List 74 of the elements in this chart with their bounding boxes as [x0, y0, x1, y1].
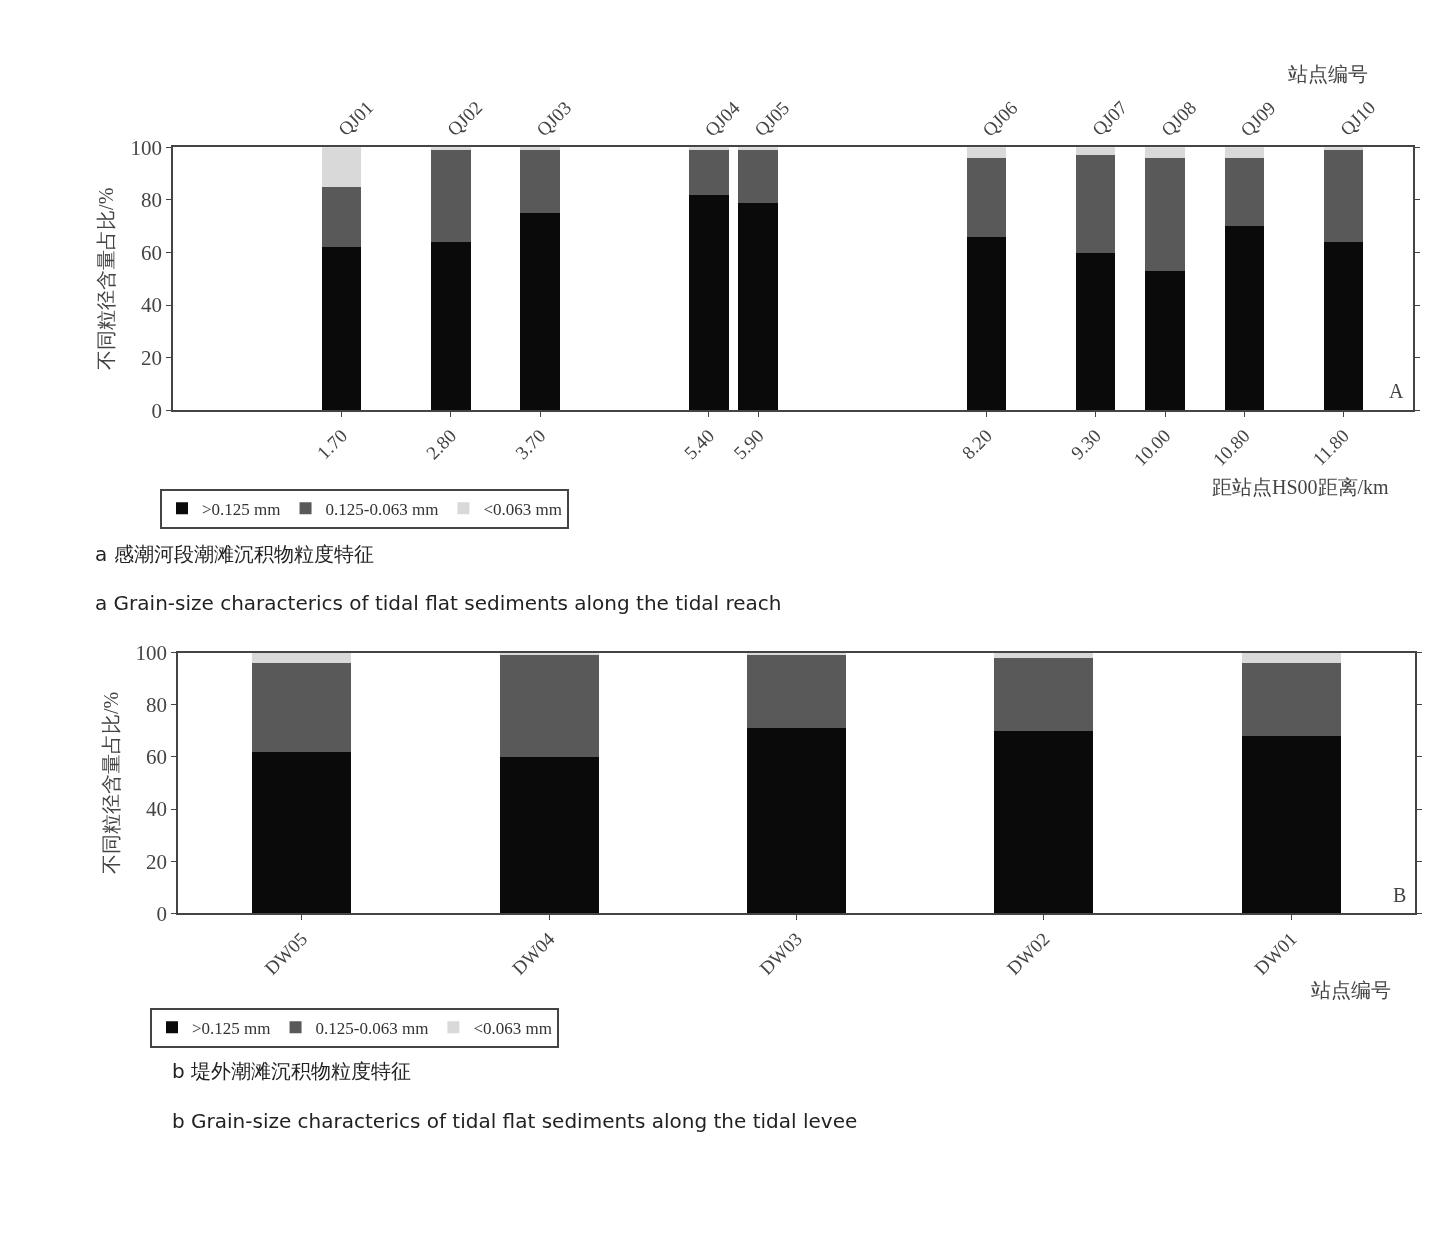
bar: [1241, 662, 1341, 737]
x-tick-label: 3.70: [511, 424, 550, 464]
bar: [1145, 270, 1185, 411]
legend-label: >0.125 mm: [202, 499, 281, 519]
text: b Grain-size characterics of tidal flat sediments along the tidal levee: [172, 1109, 858, 1133]
bar: [966, 147, 1007, 158]
bar: [1323, 149, 1364, 242]
x-axis-title: 站点编号: [1311, 979, 1391, 1001]
y-tick-label: 0: [156, 901, 168, 926]
x-tick-label: 5.90: [729, 424, 768, 464]
bar: [252, 662, 352, 752]
bar: [688, 194, 729, 411]
bar: [1145, 147, 1185, 158]
legend-label: <0.063 mm: [473, 1018, 552, 1038]
bar: [430, 149, 471, 242]
annotation: B: [1393, 884, 1407, 906]
bar: [1241, 736, 1341, 914]
bar: [738, 202, 779, 411]
y-tick-label: 0: [151, 398, 163, 423]
bar: [1145, 157, 1185, 271]
bar: [430, 242, 471, 411]
y-axis-title: 不同粒径含量占比/%: [94, 187, 117, 370]
bar: [966, 236, 1007, 411]
y-tick-label: 80: [146, 693, 168, 718]
bar: [499, 756, 599, 914]
bar: [321, 186, 362, 248]
bar: [994, 652, 1094, 658]
bar: [1224, 226, 1265, 411]
y-tick-label: 40: [141, 293, 163, 318]
bar: [1224, 157, 1265, 227]
annotation: QJ01: [334, 96, 378, 140]
y-tick-label: 100: [130, 135, 163, 160]
x-tick-label: 8.20: [957, 424, 996, 464]
bar: [738, 149, 779, 203]
x-tick-label: 1.70: [312, 424, 352, 464]
y-tick-label: 20: [146, 849, 168, 874]
y-tick-label: 60: [146, 745, 168, 770]
bar: [321, 247, 362, 411]
text: a Grain-size characterics of tidal flat sediments along the tidal reach: [95, 591, 782, 615]
bar: [520, 149, 560, 214]
text: 站点编号: [1288, 63, 1368, 85]
legend-label: <0.063 mm: [483, 499, 562, 519]
x-tick-label: 9.30: [1066, 424, 1106, 464]
x-axis-title: 距站点HS00距离/km: [1212, 476, 1390, 498]
bar: [747, 728, 846, 914]
bar: [520, 213, 560, 411]
bar: [1241, 652, 1341, 663]
legend-label: 0.125-0.063 mm: [315, 1018, 429, 1038]
y-tick-label: 60: [141, 240, 163, 265]
bar: [966, 157, 1007, 237]
y-tick-label: 40: [146, 797, 168, 822]
bar: [688, 149, 729, 195]
bar: [499, 655, 599, 757]
y-tick-label: 80: [141, 188, 163, 213]
x-tick-label: 5.40: [679, 424, 719, 464]
bar: [321, 147, 362, 187]
bar: [1323, 242, 1364, 411]
y-tick-label: 100: [135, 640, 168, 665]
bar: [747, 655, 846, 729]
annotation: A: [1389, 380, 1404, 402]
legend-label: 0.125-0.063 mm: [325, 499, 439, 519]
bar: [1075, 252, 1116, 411]
text: a 感潮河段潮滩沉积物粒度特征: [95, 542, 374, 566]
bar: [994, 730, 1094, 914]
y-tick-label: 20: [141, 346, 163, 371]
bar: [1075, 155, 1116, 253]
y-axis-title: 不同粒径含量占比/%: [99, 691, 122, 875]
text: b 堤外潮滩沉积物粒度特征: [172, 1059, 412, 1083]
bar: [994, 657, 1094, 731]
bar: [1224, 147, 1265, 158]
legend-label: >0.125 mm: [192, 1018, 271, 1038]
bar: [252, 652, 352, 663]
x-tick-label: 2.80: [421, 424, 461, 464]
bar: [252, 751, 352, 914]
